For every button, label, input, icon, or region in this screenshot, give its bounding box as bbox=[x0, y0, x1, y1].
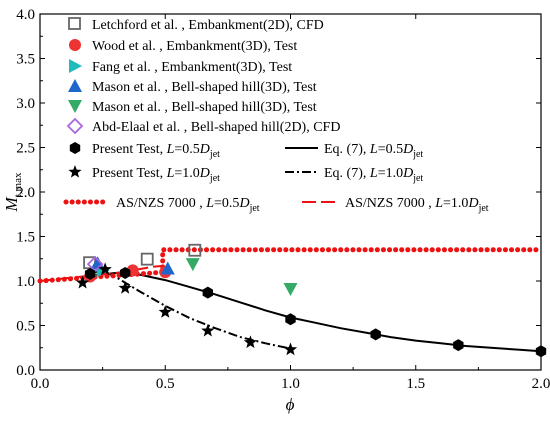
legend-label-9-part: L bbox=[369, 166, 378, 181]
series-line-9 bbox=[90, 271, 291, 350]
y-axis-label: Mt,max bbox=[2, 172, 24, 212]
x-tick-label: 1.5 bbox=[406, 376, 425, 392]
legend-marker-7 bbox=[68, 165, 82, 178]
legend-label-6-part: D bbox=[199, 142, 210, 157]
data-point-7 bbox=[201, 323, 215, 337]
y-tick-label: 1.0 bbox=[16, 274, 35, 290]
data-point-6 bbox=[202, 286, 214, 299]
legend-label-0: Letchford et al. , Embankment(2D), CFD bbox=[92, 18, 324, 33]
data-point-6 bbox=[535, 345, 547, 358]
data-layer bbox=[37, 243, 547, 358]
legend-label-11-part: jet bbox=[478, 203, 489, 214]
legend: Letchford et al. , Embankment(2D), CFD Wo… bbox=[63, 17, 489, 214]
data-point-7 bbox=[243, 335, 258, 349]
legend-marker-1 bbox=[69, 39, 81, 51]
legend-label-8-part: D bbox=[402, 142, 413, 157]
legend-marker-3 bbox=[68, 79, 82, 92]
series-line-8 bbox=[89, 271, 542, 353]
legend-marker-5 bbox=[66, 117, 84, 135]
legend-label-7-part: L bbox=[166, 166, 175, 181]
legend-label-4: Mason et al. , Bell-shaped hill(3D), Tes… bbox=[92, 100, 317, 115]
legend-label-7-part: =1.0 bbox=[174, 166, 199, 181]
legend-label-7: Present Test, L=1.0Djet bbox=[92, 166, 220, 184]
data-point-7 bbox=[158, 305, 172, 318]
legend-label-6-part: =0.5 bbox=[174, 142, 199, 157]
legend-label-8-part: =0.5 bbox=[378, 142, 403, 157]
data-point-6 bbox=[453, 339, 464, 352]
legend-label-6-part: L bbox=[166, 142, 175, 157]
legend-label-10: AS/NZS 7000 , L=0.5Djet bbox=[116, 196, 260, 214]
legend-label-11-part: =1.0 bbox=[443, 196, 468, 211]
legend-marker-6 bbox=[69, 142, 81, 154]
legend-label-7-part: D bbox=[199, 166, 210, 181]
legend-label-6-part: Present Test, bbox=[92, 142, 167, 157]
legend-label-3: Mason et al. , Bell-shaped hill(3D), Tes… bbox=[92, 80, 317, 95]
legend-label-10-part: D bbox=[238, 196, 249, 211]
data-point-4 bbox=[185, 258, 200, 272]
legend-label-9-part: Eq. (7), bbox=[324, 166, 370, 181]
data-point-6 bbox=[285, 313, 296, 326]
x-tick-label: 0.5 bbox=[156, 376, 175, 392]
legend-label-5: Abd-Elaal et al. , Bell-shaped hill(2D),… bbox=[92, 120, 340, 135]
legend-label-9: Eq. (7), L=1.0Djet bbox=[324, 166, 423, 184]
legend-label-8-part: jet bbox=[412, 149, 423, 160]
legend-marker-4 bbox=[68, 100, 82, 113]
legend-label-1: Wood et al. , Embankment(3D), Test bbox=[92, 39, 297, 54]
legend-label-9-part: D bbox=[402, 166, 413, 181]
series-line-10 bbox=[37, 247, 544, 284]
legend-label-11-part: D bbox=[467, 196, 478, 211]
y-tick-label: 3.5 bbox=[16, 52, 35, 68]
y-tick-label: 1.5 bbox=[16, 230, 35, 246]
y-axis-label-main: M bbox=[2, 196, 21, 212]
series-line-11 bbox=[39, 264, 163, 282]
legend-label-10-part: L bbox=[205, 196, 214, 211]
y-tick-label: 0.0 bbox=[16, 363, 35, 379]
legend-label-8-part: Eq. (7), bbox=[324, 142, 370, 157]
x-tick-label: 1.0 bbox=[281, 376, 300, 392]
data-point-3 bbox=[160, 261, 175, 275]
legend-marker-0 bbox=[68, 17, 81, 30]
legend-label-10-part: =0.5 bbox=[214, 196, 239, 211]
legend-label-6-part: jet bbox=[209, 149, 220, 160]
data-point-7 bbox=[283, 342, 298, 356]
x-tick-label: 2.0 bbox=[532, 376, 550, 392]
legend-label-6: Present Test, L=0.5Djet bbox=[92, 142, 220, 160]
y-axis-label-sub: t,max bbox=[12, 172, 24, 197]
y-tick-label: 2.5 bbox=[16, 141, 35, 157]
data-point-4 bbox=[283, 283, 298, 297]
y-tick-label: 3.0 bbox=[16, 96, 35, 112]
data-point-7 bbox=[118, 281, 132, 294]
y-tick-label: 4.0 bbox=[16, 7, 35, 23]
legend-label-11-part: AS/NZS 7000 , bbox=[345, 196, 435, 211]
legend-label-8-part: L bbox=[369, 142, 378, 157]
data-point-6 bbox=[370, 328, 381, 341]
data-point-7 bbox=[98, 262, 112, 276]
legend-label-10-part: AS/NZS 7000 , bbox=[116, 196, 206, 211]
legend-label-2: Fang et al. , Embankment(3D), Test bbox=[92, 60, 292, 75]
data-point-6 bbox=[84, 267, 96, 280]
data-point-0 bbox=[140, 252, 154, 266]
legend-label-9-part: jet bbox=[412, 173, 423, 184]
legend-label-8: Eq. (7), L=0.5Djet bbox=[324, 142, 423, 160]
legend-marker-2 bbox=[69, 59, 82, 73]
x-axis-label: ϕ bbox=[286, 395, 295, 414]
data-point-7 bbox=[75, 275, 90, 289]
data-point-0 bbox=[188, 243, 202, 257]
data-point-6 bbox=[119, 266, 131, 279]
legend-label-10-part: jet bbox=[249, 203, 260, 214]
legend-label-11-part: L bbox=[434, 196, 443, 211]
x-tick-label: 0.0 bbox=[31, 376, 50, 392]
axes: 0.0 0.5 1.0 1.5 2.0 0.0 0.5 1.0 1.5 2.0 2.5 3.0 3.5 4… bbox=[16, 7, 550, 392]
y-tick-label: 2.0 bbox=[16, 185, 35, 201]
legend-label-9-part: =1.0 bbox=[378, 166, 403, 181]
legend-label-7-part: Present Test, bbox=[92, 166, 167, 181]
y-tick-label: 0.5 bbox=[16, 319, 35, 335]
legend-label-11: AS/NZS 7000 , L=1.0Djet bbox=[345, 196, 489, 214]
legend-label-7-part: jet bbox=[209, 173, 220, 184]
